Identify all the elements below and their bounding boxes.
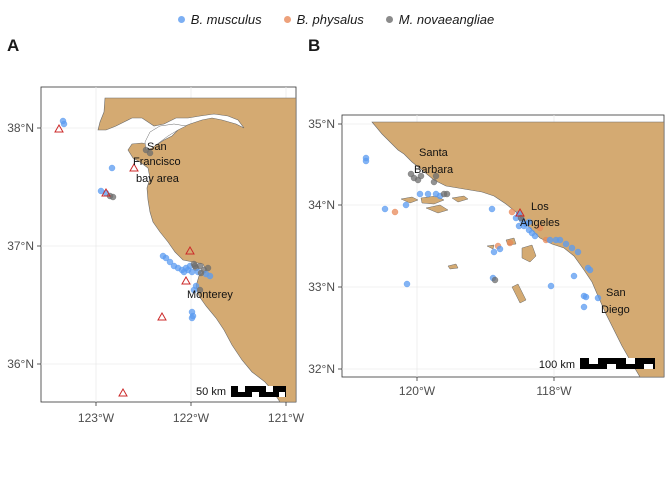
sighting-marker (562, 240, 570, 248)
legend-label: M. novaeangliae (398, 11, 495, 27)
markers-a (54, 117, 214, 397)
sighting-marker (430, 178, 438, 186)
place-label: San (606, 287, 626, 299)
triangle-marker (181, 275, 191, 285)
sighting-marker (162, 254, 170, 262)
sighting-marker (146, 149, 154, 157)
sighting-marker (520, 222, 528, 230)
y-tick-label: 33°N (308, 280, 335, 294)
sighting-marker (191, 262, 199, 270)
markers-b (362, 154, 602, 311)
sighting-marker (594, 294, 602, 302)
legend-item-m-novaeangliae: M. novaeangliae (385, 11, 495, 27)
x-tick-label: 118°W (536, 384, 572, 398)
legend: B. musculus B. physalus M. novaeangliae (0, 9, 672, 29)
sighting-marker (586, 266, 594, 274)
sighting-marker (417, 172, 425, 180)
triangle-marker (129, 162, 139, 172)
sighting-marker (188, 314, 196, 322)
sighting-marker (166, 258, 174, 266)
sighting-marker (496, 245, 504, 253)
sighting-marker (574, 248, 582, 256)
sighting-marker (190, 286, 198, 294)
x-tick-label: 123°W (78, 411, 115, 425)
sighting-marker (381, 205, 389, 213)
sighting-marker (60, 120, 68, 128)
x-tick-label: 121°W (268, 411, 305, 425)
sighting-marker (525, 218, 533, 226)
sighting-marker (403, 280, 411, 288)
sighting-marker (109, 193, 117, 201)
place-label: bay area (136, 173, 180, 185)
place-label: Los (531, 201, 549, 213)
scalebar-b (580, 358, 655, 369)
sighting-marker (506, 239, 514, 247)
scalebar-label: 100 km (539, 359, 575, 371)
legend-dot-m-novaeangliae (385, 15, 393, 23)
place-label: Diego (601, 304, 630, 316)
bay-water (144, 123, 187, 151)
legend-dot-b-musculus (177, 15, 185, 23)
sighting-marker (204, 264, 212, 272)
sighting-marker (580, 303, 588, 311)
panel-label-b: B (308, 36, 321, 55)
sighting-marker (536, 224, 544, 232)
triangle-marker (157, 311, 167, 321)
sighting-marker (197, 269, 205, 277)
sighting-marker (570, 272, 578, 280)
legend-dot-b-physalus (283, 15, 291, 23)
sighting-marker (488, 205, 496, 213)
grid-a (41, 87, 296, 402)
sighting-marker (531, 232, 539, 240)
sighting-marker (556, 236, 564, 244)
y-tick-label: 38°N (7, 121, 34, 135)
x-tick-label: 120°W (399, 384, 436, 398)
sighting-marker (362, 157, 370, 165)
sighting-marker (582, 293, 590, 301)
sighting-marker (402, 201, 410, 209)
triangle-marker (515, 207, 525, 217)
legend-item-b-musculus: B. musculus (177, 11, 262, 27)
legend-label: B. musculus (190, 11, 262, 27)
triangle-marker (118, 387, 128, 397)
sighting-marker (491, 276, 499, 284)
sighting-marker (432, 172, 440, 180)
triangle-marker (101, 187, 111, 197)
sighting-marker (424, 190, 432, 198)
panel-label-a: A (7, 36, 20, 55)
triangle-marker (185, 245, 195, 255)
triangle-marker (54, 123, 64, 133)
x-tick-label: 122°W (173, 411, 210, 425)
sighting-marker (206, 272, 214, 280)
legend-item-b-physalus: B. physalus (283, 11, 364, 27)
land-california-north (97, 97, 296, 402)
place-label: San (147, 141, 167, 153)
sighting-marker (490, 248, 498, 256)
sighting-marker (180, 268, 188, 276)
scalebar-label: 50 km (196, 386, 226, 398)
sighting-marker (391, 208, 399, 216)
y-tick-label: 37°N (7, 239, 34, 253)
sighting-marker (443, 190, 451, 198)
sighting-marker (546, 236, 554, 244)
sighting-marker (508, 208, 516, 216)
sighting-marker (108, 164, 116, 172)
place-label: Angeles (520, 217, 560, 229)
scalebar-a (231, 386, 286, 397)
y-tick-label: 35°N (308, 117, 335, 131)
place-label: Francisco (133, 156, 181, 168)
place-label: Santa (419, 147, 449, 159)
place-label: Barbara (414, 164, 454, 176)
sighting-marker (568, 244, 576, 252)
sighting-marker (547, 282, 555, 290)
place-label: Monterey (187, 289, 233, 301)
legend-label: B. physalus (296, 11, 364, 27)
y-tick-label: 32°N (308, 362, 335, 376)
y-tick-label: 36°N (7, 357, 34, 371)
sighting-marker (416, 190, 424, 198)
grid-b (342, 115, 664, 377)
y-tick-label: 34°N (308, 198, 335, 212)
